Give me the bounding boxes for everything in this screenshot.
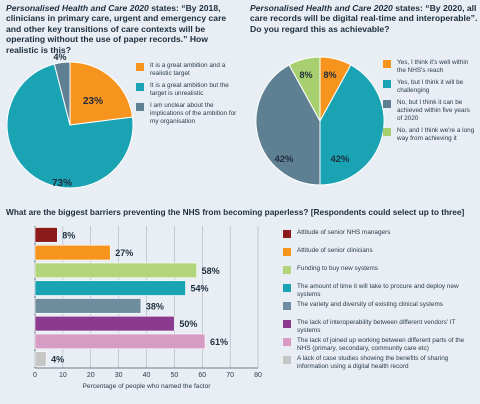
bar-legend-swatch-5 — [283, 320, 291, 328]
bar-tick-label-5: 50 — [170, 372, 178, 379]
pie2-legend-item-0: Yes, I think it's well within the NHS's … — [383, 59, 475, 75]
bar-legend: Attitude of senior NHS managers Attitude … — [283, 229, 478, 373]
pie2-title-rest: states: “By 2020, all care records will … — [250, 3, 478, 34]
pie2-legend-swatch-0 — [383, 60, 391, 68]
bar-legend-label-2: Funding to buy new systems — [297, 265, 378, 272]
pie1-legend-swatch-0 — [136, 63, 144, 71]
pie2-slice-2 — [255, 64, 321, 186]
pie1-legend-swatch-1 — [136, 83, 144, 91]
pie1-legend-label-0: It is a great ambition and a realistic t… — [150, 62, 226, 77]
pie2-legend-label-3: No, and I think we're a long way from ac… — [397, 127, 475, 142]
bar-tick-label-4: 40 — [143, 372, 151, 379]
bar-legend-swatch-4 — [283, 302, 291, 310]
bar-legend-item-0: Attitude of senior NHS managers — [283, 229, 478, 247]
pie2-legend: Yes, I think it's well within the NHS's … — [383, 59, 475, 147]
pie2-legend-label-0: Yes, I think it's well within the NHS's … — [397, 59, 469, 74]
pie1-slice-1 — [6, 63, 134, 189]
bar-value-label-6: 61% — [210, 337, 228, 347]
bar-0 — [34, 227, 58, 243]
pie1-slice-label-0: 23% — [83, 96, 103, 107]
bar-legend-swatch-3 — [283, 284, 291, 292]
pie1-slice-label-1: 73% — [52, 178, 72, 189]
pie2-slice-3 — [288, 56, 321, 122]
bar-legend-label-3: The amount of time it will take to procu… — [297, 283, 459, 298]
bar-x-axis-label: Percentage of people who named the facto… — [83, 383, 212, 390]
bar-legend-label-5: The lack of interoperability between dif… — [297, 319, 456, 334]
bar-legend-item-4: The variety and diversity of existing cl… — [283, 301, 478, 319]
pie2-legend-label-2: No, but I think it can be achieved withi… — [397, 99, 470, 122]
pie1-title: Personalised Health and Care 2020 states… — [6, 3, 238, 55]
bar-7 — [34, 351, 47, 367]
bar-legend-label-0: Attitude of senior NHS managers — [297, 229, 391, 236]
pie2-slice-label-2: 42% — [274, 154, 294, 165]
bar-legend-item-1: Attitude of senior clinicians — [283, 247, 478, 265]
pie2-legend-label-1: Yes, but I think it will be challenging — [397, 79, 464, 94]
pie2-title: Personalised Health and Care 2020 states… — [250, 3, 478, 34]
pie1-legend-label-2: I am unclear about the implications of t… — [150, 102, 237, 125]
bar-chart-title: What are the biggest barriers preventing… — [6, 207, 465, 217]
bar-2 — [34, 262, 197, 279]
pie1-legend-item-2: I am unclear about the implications of t… — [136, 102, 244, 126]
bar-legend-item-5: The lack of interoperability between dif… — [283, 319, 478, 337]
pie1-title-italic: Personalised Health and Care 2020 — [6, 3, 149, 13]
pie1-slice-label-2: 4% — [53, 52, 66, 62]
pie2-title-italic: Personalised Health and Care 2020 — [250, 3, 393, 13]
pie1-slice-2 — [53, 61, 71, 126]
pie1-slice-0 — [69, 61, 134, 126]
bar-value-label-0: 8% — [62, 230, 75, 240]
pie1-legend-item-0: It is a great ambition and a realistic t… — [136, 62, 244, 78]
bar-value-label-1: 27% — [115, 248, 133, 258]
pie1-legend-label-1: It is a great ambition but the target is… — [150, 82, 229, 97]
bar-legend-label-1: Attitude of senior clinicians — [297, 247, 373, 254]
bar-legend-swatch-1 — [283, 248, 291, 256]
pie2-slice-label-1: 42% — [330, 154, 350, 165]
bar-tick-label-6: 60 — [198, 372, 206, 379]
bar-value-label-7: 4% — [51, 355, 64, 365]
pie2-legend-item-3: No, and I think we're a long way from ac… — [383, 127, 475, 143]
pie2-slice-label-3: 8% — [299, 70, 312, 80]
pie2-legend-swatch-1 — [383, 80, 391, 88]
pie1-legend-swatch-2 — [136, 103, 144, 111]
bar-5 — [34, 315, 175, 332]
pie2-slice-1 — [319, 64, 385, 186]
bar-legend-swatch-7 — [283, 356, 291, 364]
pie1-legend: It is a great ambition and a realistic t… — [136, 62, 244, 130]
bar-value-label-5: 50% — [179, 319, 197, 329]
bar-tick-label-0: 0 — [33, 372, 37, 379]
bar-6 — [34, 333, 206, 350]
bar-tick-label-2: 20 — [87, 372, 95, 379]
bar-4 — [34, 298, 142, 314]
bar-legend-item-3: The amount of time it will take to procu… — [283, 283, 478, 301]
bar-legend-swatch-2 — [283, 266, 291, 274]
bar-legend-item-7: A lack of case studies showing the benef… — [283, 355, 478, 373]
bar-1 — [34, 244, 111, 261]
bar-legend-item-6: The lack of joined up working between di… — [283, 337, 478, 355]
bar-legend-swatch-0 — [283, 230, 291, 238]
bar-tick-label-1: 10 — [59, 372, 67, 379]
pie2-legend-item-1: Yes, but I think it will be challenging — [383, 79, 475, 95]
bar-value-label-4: 38% — [146, 301, 164, 311]
pie2-slice-label-0: 8% — [323, 70, 336, 80]
bar-legend-swatch-6 — [283, 338, 291, 346]
bar-value-label-3: 54% — [191, 284, 209, 294]
bar-tick-label-3: 30 — [115, 372, 123, 379]
bar-3 — [34, 280, 186, 296]
bar-legend-label-4: The variety and diversity of existing cl… — [297, 301, 443, 308]
pie2-legend-swatch-3 — [383, 128, 391, 136]
bar-legend-label-7: A lack of case studies showing the benef… — [297, 355, 449, 370]
pie1-title-rest: states: “By 2018, clinicians in primary … — [6, 3, 227, 55]
bar-tick-label-8: 80 — [254, 372, 262, 379]
pie2-legend-item-2: No, but I think it can be achieved withi… — [383, 99, 475, 123]
bar-tick-label-7: 70 — [226, 372, 234, 379]
bar-legend-label-6: The lack of joined up working between di… — [297, 337, 465, 352]
pie1-legend-item-1: It is a great ambition but the target is… — [136, 82, 244, 98]
bar-value-label-2: 58% — [202, 266, 220, 276]
bar-legend-item-2: Funding to buy new systems — [283, 265, 478, 283]
pie2-legend-swatch-2 — [383, 100, 391, 108]
